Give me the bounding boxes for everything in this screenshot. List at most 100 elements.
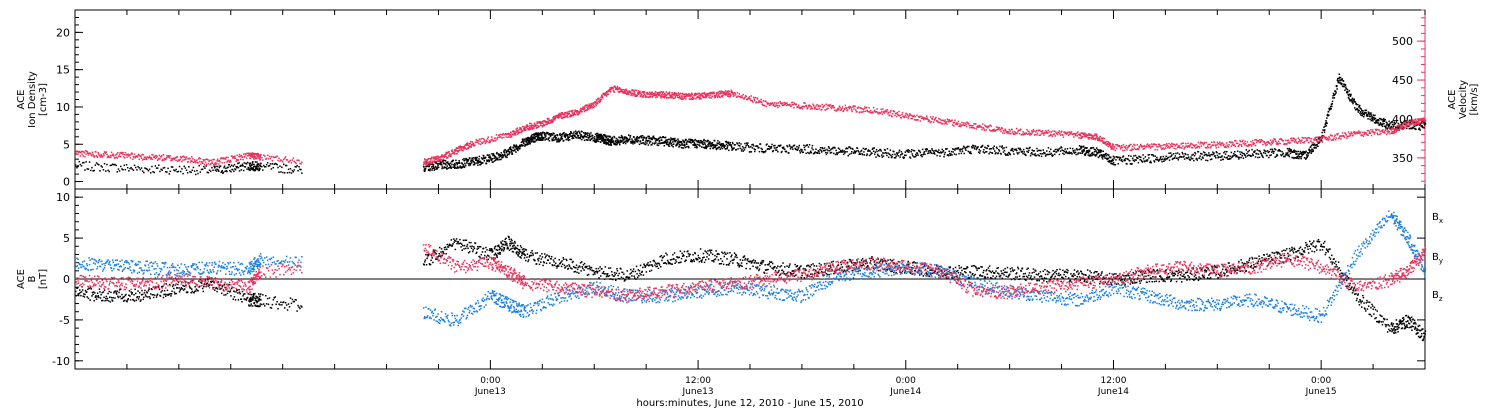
data-point — [981, 145, 983, 148]
data-point — [536, 138, 539, 141]
data-point — [1262, 156, 1264, 159]
data-point — [619, 90, 621, 93]
data-point — [236, 166, 238, 169]
data-point — [693, 143, 696, 145]
data-point — [1099, 151, 1101, 154]
data-point — [677, 94, 679, 96]
data-point — [1081, 152, 1083, 154]
data-point — [162, 154, 165, 156]
data-point — [719, 90, 721, 93]
data-point — [1239, 153, 1242, 155]
data-point — [1157, 159, 1159, 161]
data-point — [1016, 152, 1018, 154]
data-point — [855, 150, 858, 152]
data-point — [1106, 157, 1109, 160]
data-point — [423, 168, 426, 170]
data-point — [478, 161, 481, 163]
data-point — [438, 162, 440, 165]
data-point — [708, 96, 710, 98]
data-point — [560, 136, 562, 139]
data-point — [975, 148, 978, 151]
data-point — [598, 97, 600, 100]
data-point — [505, 136, 507, 138]
data-point — [505, 155, 507, 158]
data-point — [443, 166, 446, 168]
data-point — [121, 168, 123, 170]
data-point — [297, 170, 299, 172]
data-point — [625, 138, 627, 140]
data-point — [191, 169, 193, 171]
data-point — [690, 138, 692, 141]
data-point — [613, 91, 616, 93]
data-point — [841, 151, 843, 153]
data-point — [635, 140, 637, 143]
data-point — [797, 146, 800, 149]
data-point — [1397, 125, 1399, 128]
data-point — [1084, 147, 1087, 149]
data-point — [1118, 156, 1120, 158]
data-point — [1037, 149, 1040, 152]
data-point — [510, 136, 513, 138]
data-point — [1177, 159, 1179, 161]
data-point — [1020, 128, 1022, 130]
data-point — [759, 143, 762, 145]
data-point — [224, 170, 226, 173]
data-point — [122, 156, 125, 158]
data-point — [837, 107, 840, 109]
data-point — [931, 148, 933, 150]
data-point — [1075, 153, 1077, 156]
data-point — [468, 142, 470, 145]
data-point — [772, 150, 774, 152]
data-point — [444, 166, 446, 169]
data-point — [707, 144, 709, 146]
data-point — [703, 142, 706, 144]
data-point — [1017, 147, 1020, 149]
data-point — [1307, 152, 1310, 154]
data-point — [461, 146, 463, 148]
data-point — [228, 164, 230, 166]
data-point — [103, 162, 106, 165]
data-point — [948, 150, 950, 152]
data-point — [212, 169, 214, 171]
data-point — [1010, 132, 1012, 135]
data-point — [1045, 154, 1047, 156]
data-point — [76, 150, 78, 152]
data-point — [85, 161, 87, 163]
data-point — [1413, 121, 1415, 124]
data-point — [446, 152, 448, 155]
data-point — [789, 145, 791, 148]
data-point — [246, 152, 248, 155]
data-point — [925, 150, 927, 152]
data-point — [181, 156, 184, 158]
data-point — [1235, 155, 1237, 158]
data-point — [727, 92, 730, 94]
data-point — [125, 153, 128, 156]
data-point — [988, 148, 991, 150]
data-point — [469, 146, 471, 148]
data-point — [799, 150, 801, 152]
data-point — [494, 155, 496, 157]
data-point — [658, 140, 661, 142]
data-point — [754, 148, 757, 151]
data-point — [660, 142, 662, 145]
data-point — [431, 169, 433, 171]
data-point — [1196, 159, 1198, 161]
data-point — [437, 164, 439, 166]
data-point — [116, 157, 118, 159]
data-point — [109, 156, 111, 159]
data-point — [1400, 121, 1402, 123]
data-point — [454, 166, 457, 169]
data-point — [247, 152, 249, 154]
data-point — [216, 168, 218, 170]
data-point — [621, 136, 624, 138]
data-point — [518, 128, 520, 131]
data-point — [510, 151, 512, 153]
data-point — [666, 141, 669, 143]
data-point — [932, 150, 935, 152]
data-point — [470, 162, 473, 164]
data-point — [146, 168, 148, 171]
data-point — [1245, 149, 1248, 151]
data-point — [1199, 155, 1201, 157]
data-point — [885, 152, 888, 154]
data-point — [852, 148, 854, 150]
